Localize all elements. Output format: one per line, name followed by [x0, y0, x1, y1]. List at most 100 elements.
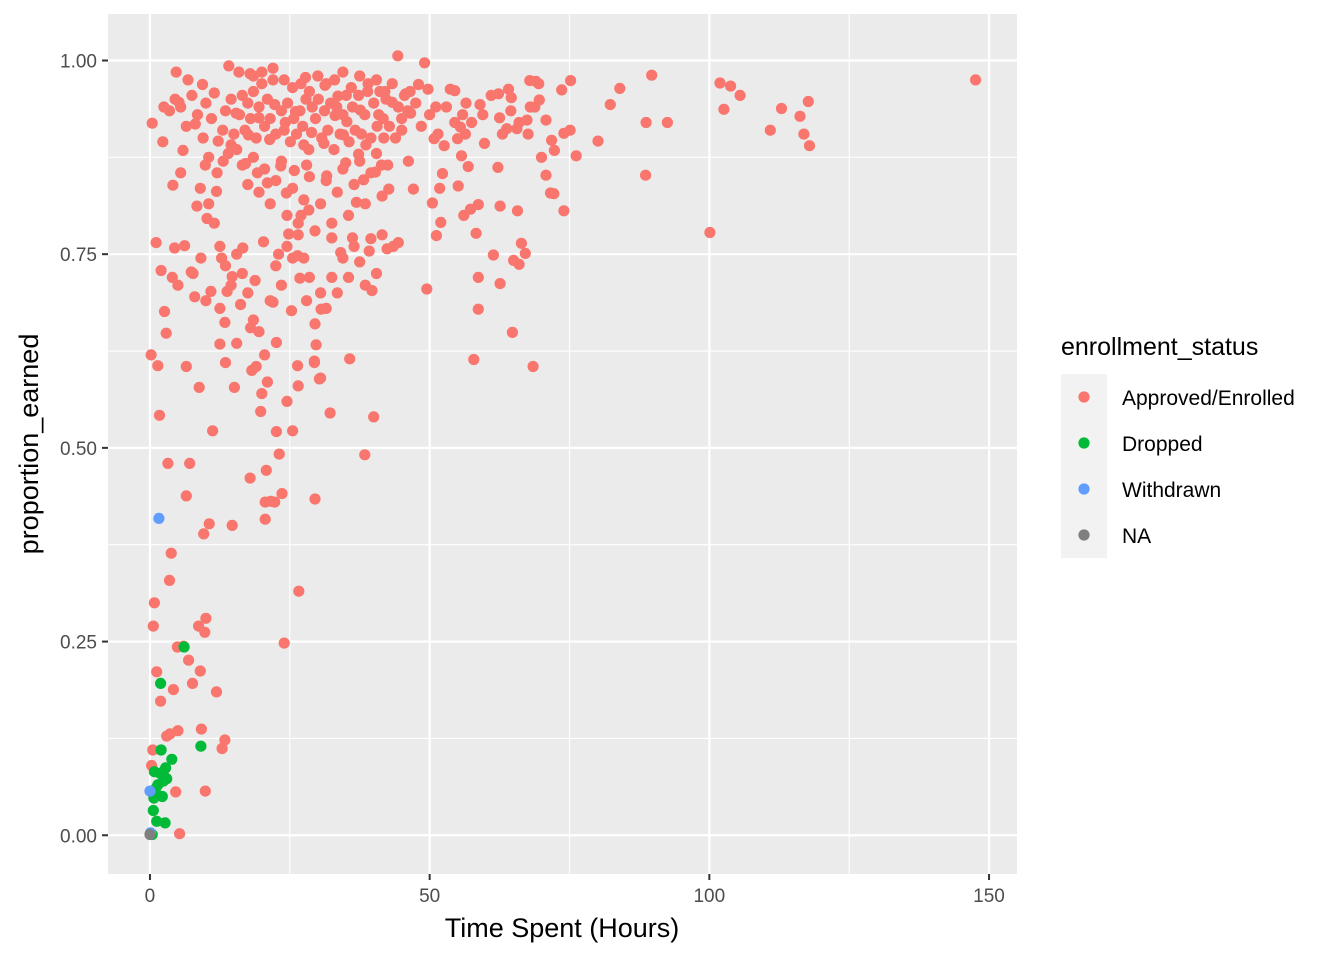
data-point [210, 686, 223, 698]
data-point [162, 457, 174, 469]
data-point [273, 448, 285, 460]
data-point [320, 302, 332, 314]
data-point [438, 140, 450, 152]
data-point [287, 82, 299, 94]
data-point [250, 360, 262, 373]
data-point [165, 547, 177, 559]
data-point [407, 183, 419, 195]
data-point [410, 97, 422, 109]
data-point [242, 287, 254, 299]
data-point [331, 287, 343, 299]
data-point [392, 50, 404, 62]
data-point [298, 252, 310, 264]
data-point [156, 790, 168, 803]
data-point [174, 828, 186, 840]
data-point [472, 271, 484, 283]
data-point [306, 101, 318, 113]
data-point [269, 496, 281, 508]
data-point [236, 159, 248, 171]
y-tick-label: 0.25 [60, 633, 97, 654]
data-point [312, 70, 324, 82]
data-point [775, 102, 788, 115]
x-tick-label: 50 [419, 886, 440, 907]
data-point [294, 272, 306, 284]
data-point [281, 209, 293, 221]
data-point [292, 229, 304, 241]
data-point [199, 785, 211, 797]
data-point [219, 260, 232, 272]
data-point [359, 279, 371, 291]
data-point [332, 90, 344, 102]
data-point [259, 163, 271, 175]
data-point [247, 70, 259, 82]
data-point [370, 267, 383, 280]
data-point [178, 641, 190, 653]
legend-key-dot [1078, 529, 1090, 541]
data-point [278, 637, 290, 649]
data-point [322, 124, 334, 136]
data-point [199, 626, 211, 638]
data-point [200, 295, 212, 307]
data-point [457, 109, 469, 121]
data-point [285, 305, 298, 317]
data-point [345, 82, 357, 94]
data-point [253, 112, 265, 124]
series-na [144, 828, 156, 841]
data-point [270, 336, 282, 349]
series-approved-enrolled [145, 50, 982, 840]
data-point [169, 93, 181, 105]
data-point [346, 101, 359, 113]
data-point [505, 105, 517, 117]
data-point [261, 177, 273, 189]
legend-entries: Approved/Enrolled Dropped Withdrawn NA [1061, 374, 1295, 558]
data-point [365, 233, 377, 245]
data-point [231, 337, 243, 349]
data-point [392, 101, 404, 113]
data-point [386, 78, 398, 90]
data-point [404, 85, 416, 98]
data-point [144, 828, 156, 841]
data-point [402, 105, 414, 117]
data-point [331, 186, 343, 198]
data-point [161, 773, 173, 785]
data-point [359, 449, 371, 461]
data-point [329, 74, 341, 86]
legend-label: Withdrawn [1122, 479, 1221, 502]
data-point [184, 457, 196, 469]
data-point [281, 240, 293, 252]
data-point [342, 271, 355, 283]
data-point [337, 163, 349, 175]
data-point [312, 93, 324, 105]
data-point [449, 116, 461, 129]
data-point [203, 151, 215, 163]
data-point [502, 83, 515, 95]
data-point [353, 89, 365, 101]
data-point [275, 155, 287, 167]
data-point [276, 488, 288, 500]
data-point [207, 425, 219, 437]
data-point [513, 116, 525, 129]
data-point [195, 252, 207, 264]
data-point [354, 155, 366, 167]
data-point [355, 128, 367, 140]
y-axis: 0.00 0.25 0.50 0.75 1.00 [60, 51, 108, 847]
data-point [320, 78, 332, 90]
data-point [309, 225, 321, 237]
data-point [249, 274, 261, 287]
data-point [363, 245, 375, 257]
data-point [146, 117, 158, 129]
data-point [803, 140, 816, 152]
data-point [714, 77, 726, 89]
data-point [328, 144, 340, 156]
data-point [147, 620, 159, 632]
data-point [194, 182, 206, 194]
data-point [189, 118, 201, 130]
data-point [548, 144, 561, 156]
legend-label: Approved/Enrolled [1122, 387, 1295, 410]
data-point [288, 113, 300, 125]
data-point [159, 817, 171, 829]
data-point [170, 66, 182, 78]
data-point [275, 105, 287, 117]
data-point [434, 182, 446, 194]
data-point [167, 179, 179, 191]
